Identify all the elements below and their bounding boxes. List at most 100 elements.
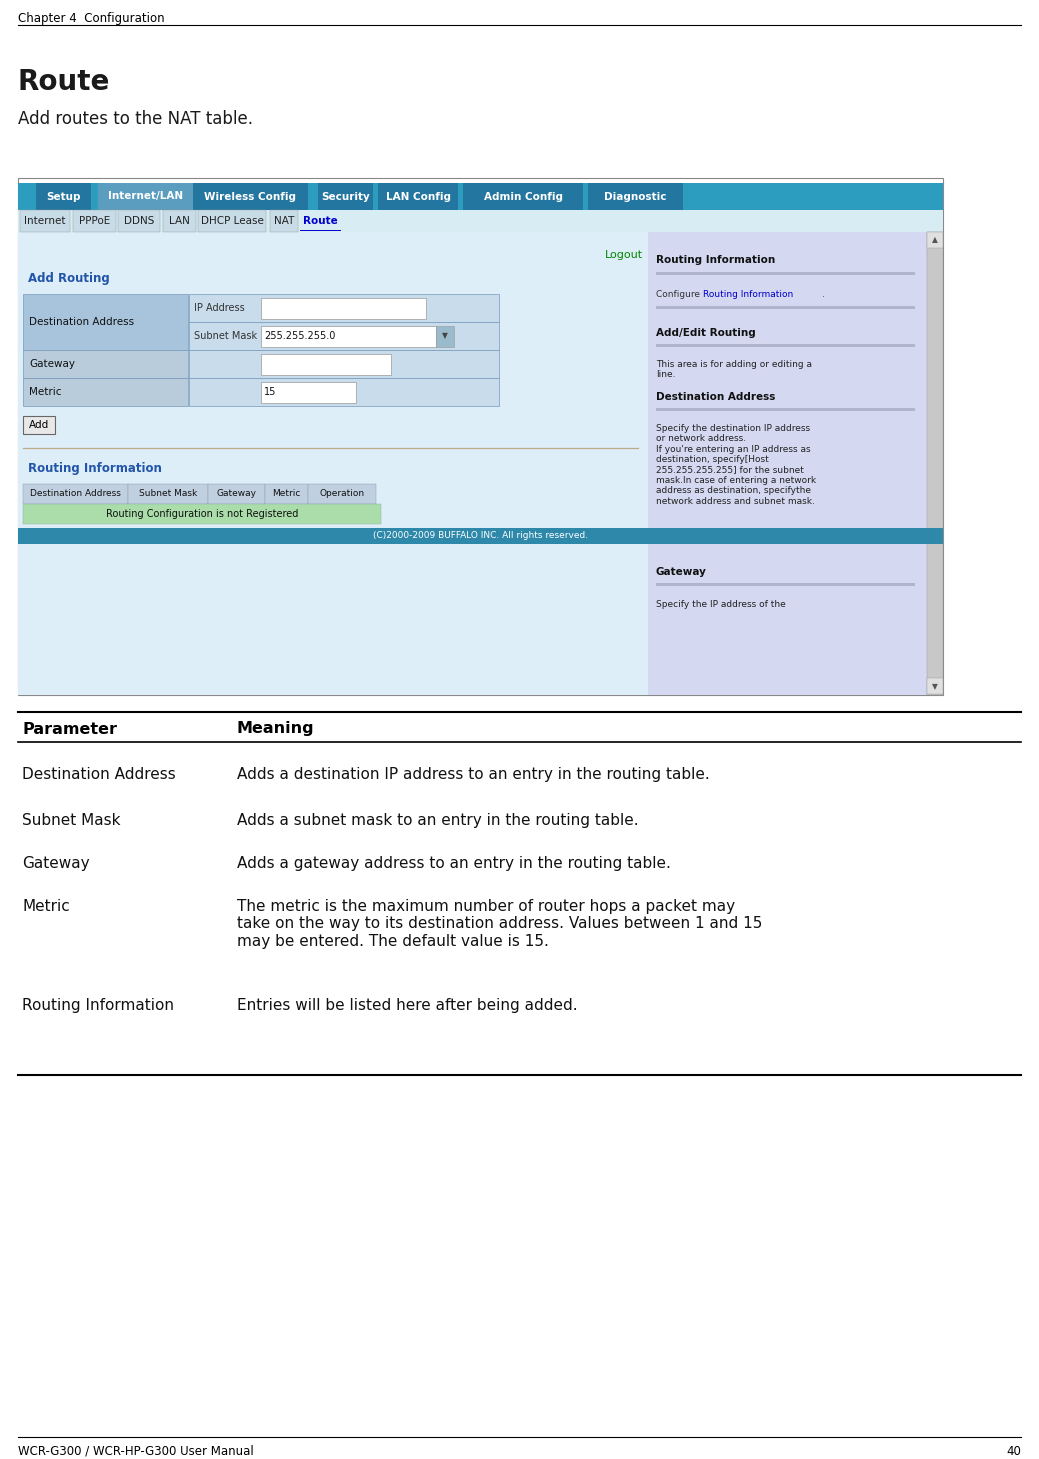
Bar [656, 584, 915, 587]
Text: WCR-G300 / WCR-HP-G300 User Manual: WCR-G300 / WCR-HP-G300 User Manual [18, 1444, 254, 1458]
Text: Add/Edit Routing: Add/Edit Routing [656, 328, 755, 338]
Text: Metric: Metric [272, 490, 300, 499]
Text: This area is for adding or editing a
line.: This area is for adding or editing a lin… [656, 360, 812, 379]
Text: Add: Add [29, 420, 49, 430]
Text: Route: Route [18, 69, 110, 96]
Bar [463, 182, 583, 210]
Text: Adds a gateway address to an entry in the routing table.: Adds a gateway address to an entry in th… [237, 856, 671, 871]
Bar [18, 178, 943, 694]
Bar [927, 232, 943, 248]
Text: Add Routing: Add Routing [28, 271, 110, 285]
Bar [588, 182, 683, 210]
Bar [18, 182, 943, 210]
Bar [18, 210, 943, 232]
Text: Destination Address: Destination Address [656, 392, 775, 403]
Text: ▼: ▼ [932, 683, 938, 692]
Text: Meaning: Meaning [237, 722, 315, 737]
Text: Internet/LAN: Internet/LAN [108, 191, 183, 201]
Text: LAN Config: LAN Config [385, 191, 451, 201]
Bar [261, 325, 436, 347]
Text: 15: 15 [264, 387, 276, 397]
Bar [23, 416, 55, 433]
Bar [23, 484, 128, 503]
Text: Specify the IP address of the: Specify the IP address of the [656, 600, 785, 608]
Text: Gateway: Gateway [216, 490, 257, 499]
Bar [208, 484, 265, 503]
Text: PPPoE: PPPoE [79, 216, 110, 226]
Bar [189, 378, 499, 406]
Text: 40: 40 [1006, 1444, 1021, 1458]
Text: Admin Config: Admin Config [483, 191, 562, 201]
Bar [656, 271, 915, 274]
Text: Entries will be listed here after being added.: Entries will be listed here after being … [237, 998, 578, 1013]
Text: Specify the destination IP address
or network address.
If you're entering an IP : Specify the destination IP address or ne… [656, 425, 816, 506]
Bar [20, 210, 70, 232]
Text: Metric: Metric [22, 899, 70, 913]
Bar [265, 484, 308, 503]
Bar [656, 344, 915, 347]
Bar [18, 528, 943, 544]
Bar [189, 295, 499, 322]
Text: Routing Configuration is not Registered: Routing Configuration is not Registered [106, 509, 298, 519]
Bar [23, 378, 188, 406]
Text: Gateway: Gateway [29, 359, 75, 369]
Text: Destination Address: Destination Address [29, 317, 134, 327]
Bar [261, 382, 356, 403]
Text: Security: Security [321, 191, 370, 201]
Text: IP Address: IP Address [194, 303, 245, 314]
Bar [98, 182, 193, 210]
Bar [23, 350, 188, 378]
Text: ▲: ▲ [932, 235, 938, 245]
Text: NAT: NAT [274, 216, 294, 226]
Text: Wireless Config: Wireless Config [205, 191, 296, 201]
Bar [656, 409, 915, 411]
Bar [193, 182, 308, 210]
Text: Operation: Operation [319, 490, 365, 499]
Text: .: . [822, 290, 825, 299]
Text: Routing Information: Routing Information [703, 290, 793, 299]
Bar [73, 210, 116, 232]
Bar [23, 503, 381, 524]
Bar [927, 232, 943, 694]
Text: Setup: Setup [47, 191, 81, 201]
Text: Add routes to the NAT table.: Add routes to the NAT table. [18, 109, 254, 128]
Bar [656, 306, 915, 309]
Text: LAN: LAN [169, 216, 190, 226]
Text: Gateway: Gateway [22, 856, 89, 871]
Text: Diagnostic: Diagnostic [605, 191, 667, 201]
Text: Metric: Metric [29, 387, 61, 397]
Text: Destination Address: Destination Address [30, 490, 121, 499]
Bar [189, 322, 499, 350]
Text: Gateway: Gateway [656, 568, 707, 576]
Text: Subnet Mask: Subnet Mask [194, 331, 257, 341]
Text: Parameter: Parameter [22, 722, 117, 737]
Bar [436, 325, 454, 347]
Text: Subnet Mask: Subnet Mask [139, 490, 197, 499]
Bar [163, 210, 196, 232]
Bar [118, 210, 160, 232]
Text: Routing Information: Routing Information [28, 463, 162, 476]
Text: Internet: Internet [24, 216, 65, 226]
Bar [198, 210, 266, 232]
Text: 255.255.255.0: 255.255.255.0 [264, 331, 336, 341]
Text: Adds a destination IP address to an entry in the routing table.: Adds a destination IP address to an entr… [237, 767, 710, 782]
Text: Routing Information: Routing Information [22, 998, 174, 1013]
Bar [189, 350, 499, 378]
Text: Routing Information: Routing Information [656, 255, 775, 266]
Text: Logout: Logout [605, 249, 643, 260]
Bar [18, 232, 648, 694]
Bar [648, 232, 927, 694]
Bar [378, 182, 458, 210]
Text: The metric is the maximum number of router hops a packet may
take on the way to : The metric is the maximum number of rout… [237, 899, 763, 948]
Text: Chapter 4  Configuration: Chapter 4 Configuration [18, 12, 164, 25]
Text: ▼: ▼ [442, 331, 448, 340]
Text: Adds a subnet mask to an entry in the routing table.: Adds a subnet mask to an entry in the ro… [237, 813, 639, 829]
Bar [270, 210, 298, 232]
Text: Subnet Mask: Subnet Mask [22, 813, 121, 829]
Bar [308, 484, 376, 503]
Bar [23, 295, 188, 350]
Text: Configure: Configure [656, 290, 702, 299]
Bar [128, 484, 208, 503]
Text: (C)2000-2009 BUFFALO INC. All rights reserved.: (C)2000-2009 BUFFALO INC. All rights res… [373, 531, 588, 540]
Bar [261, 355, 391, 375]
